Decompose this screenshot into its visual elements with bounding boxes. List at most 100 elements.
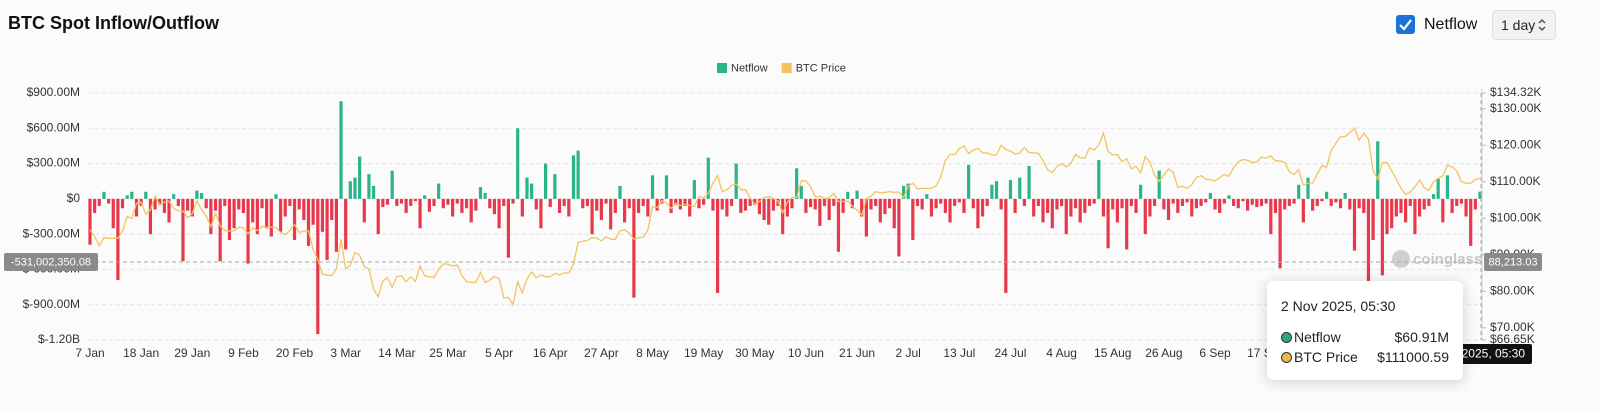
interval-select[interactable]: 1 day [1492,10,1556,40]
bar [120,198,125,209]
bar [279,198,283,232]
bar [1250,198,1254,205]
bar [994,181,999,199]
y2-tick-label: $110.00K [1490,174,1541,188]
bar [404,198,408,213]
bar [934,198,938,209]
x-tick-label: 13 Jul [943,346,975,360]
bar [1101,198,1106,217]
bar [655,198,659,211]
watermark-icon [1392,250,1410,268]
bar [464,198,469,209]
bar [158,198,162,205]
bar [1445,175,1450,199]
bar [939,198,943,204]
crosshair-y2-label: 88,213.03 [1489,256,1538,268]
bar [223,198,227,206]
bar [1385,198,1389,235]
bar [920,198,924,210]
bar [1292,198,1296,204]
bar [846,191,850,199]
bar [641,198,645,206]
bar [1166,198,1171,221]
x-tick-label: 3 Mar [330,346,361,360]
tooltip-value: $111000.59 [1377,349,1449,365]
bar [1069,198,1073,217]
bar [1436,178,1440,199]
bar [1431,194,1436,199]
bar [911,198,915,241]
bar [525,177,529,199]
bar [795,168,799,199]
bar [1106,198,1110,249]
bar [692,180,696,199]
bar [274,194,278,199]
y-tick-label: $0 [67,191,81,205]
interval-value: 1 day [1501,17,1536,33]
bar [878,198,882,223]
bar [497,198,501,229]
bar [1004,198,1008,293]
bar [348,181,352,199]
bar [962,198,966,213]
bar [1362,198,1366,213]
tooltip-value: $60.91M [1394,329,1449,345]
y-tick-label: $900.00M [27,85,80,99]
x-tick-label: 29 Jan [174,346,210,360]
bar [1371,198,1375,241]
bar [390,170,394,199]
bar [1320,198,1324,202]
y2-tick-label: $130.00K [1490,101,1541,115]
bar [581,198,585,209]
bar [697,198,701,209]
bar [623,198,627,223]
bar [423,195,427,199]
bar [729,198,734,206]
checkbox-label[interactable]: Netflow [1424,16,1478,33]
x-tick-label: 24 Jul [994,346,1026,360]
bar [1245,198,1250,211]
netflow-checkbox[interactable] [1396,15,1415,34]
bar [706,157,710,199]
bar [874,198,878,206]
y2-tick-label: $70.00K [1490,320,1535,334]
bar [1427,198,1431,206]
bar [353,177,357,199]
bar [808,198,813,208]
y-tick-label: $300.00M [27,156,80,170]
bar [1264,198,1268,204]
bar [613,198,617,213]
bar [478,187,483,199]
bar [213,198,218,211]
bar [850,198,855,209]
bar [1041,198,1045,223]
bar [306,198,311,246]
price-line [89,126,1481,307]
x-tick-label: 15 Aug [1094,346,1131,360]
bar [437,183,441,199]
bar [1046,198,1050,213]
bar [1227,195,1231,199]
bar [483,192,487,199]
bar [172,194,176,199]
bar [901,185,906,199]
bar [1324,191,1329,199]
bar [976,198,980,229]
bar [427,198,431,212]
bar [1013,198,1017,213]
bar [1111,198,1115,210]
bar [953,198,957,206]
bar [237,198,241,210]
bar [841,198,845,213]
bar [1218,198,1222,213]
bar [632,198,636,298]
bar [1404,198,1408,223]
bar [344,198,348,250]
bar [1278,198,1282,269]
bar [1394,198,1398,217]
bar [255,198,259,235]
bar [604,198,608,204]
bar [534,198,538,210]
bar [269,198,273,237]
bar [1064,198,1068,235]
